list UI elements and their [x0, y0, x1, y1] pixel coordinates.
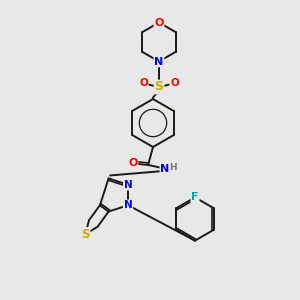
Text: H: H: [169, 164, 177, 172]
Text: O: O: [170, 78, 179, 88]
Text: N: N: [124, 200, 133, 210]
Text: S: S: [154, 80, 164, 94]
Text: N: N: [154, 56, 164, 67]
Text: O: O: [154, 17, 164, 28]
Text: S: S: [81, 228, 90, 241]
Text: O: O: [139, 78, 148, 88]
Text: O: O: [128, 158, 138, 169]
Text: F: F: [191, 192, 199, 203]
Text: N: N: [160, 164, 169, 174]
Text: N: N: [124, 180, 133, 190]
